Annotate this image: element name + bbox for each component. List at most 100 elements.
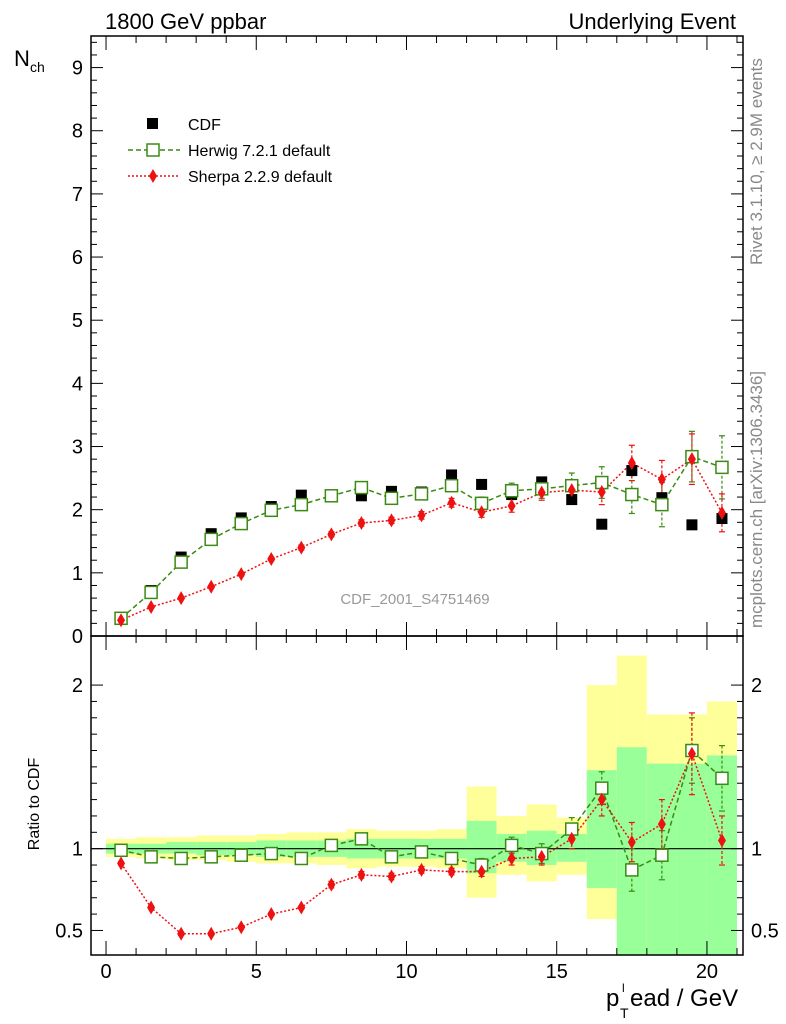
ratio-herwig-point xyxy=(294,851,309,866)
x-tick-label: 0 xyxy=(100,961,111,983)
cdf-point xyxy=(446,469,458,481)
sherpa-point xyxy=(267,551,276,566)
x-tick-label: 15 xyxy=(546,961,568,983)
y-tick-label: 3 xyxy=(72,437,83,459)
y-axis-label-lower: Ratio to CDF xyxy=(26,758,43,851)
band-inner xyxy=(706,755,737,955)
ratio-sherpa-point xyxy=(327,877,336,892)
cdf-point xyxy=(536,476,548,488)
sherpa-point xyxy=(507,498,516,513)
herwig-point xyxy=(174,555,188,569)
x-tick-label: 20 xyxy=(696,961,718,983)
svg-text:l: l xyxy=(622,981,625,995)
ratio-herwig-point xyxy=(114,843,128,858)
svg-text:T: T xyxy=(620,1005,629,1021)
header-right: Underlying Event xyxy=(568,9,736,34)
herwig-point xyxy=(264,503,279,518)
x-tick-label: 5 xyxy=(251,961,262,983)
ratio-sherpa-point xyxy=(597,792,606,807)
sherpa-point xyxy=(537,485,546,500)
y-tick-label: 2 xyxy=(72,500,83,522)
ratio-herwig-point xyxy=(324,838,339,853)
ratio-herwig-point xyxy=(715,771,729,786)
sherpa-point xyxy=(207,579,216,594)
ratio-herwig-point xyxy=(504,838,519,853)
ratio-sherpa-line xyxy=(120,751,723,935)
ratio-sherpa-point xyxy=(207,926,216,941)
header-left: 1800 GeV ppbar xyxy=(105,9,266,34)
sherpa-point xyxy=(597,485,606,499)
herwig-point xyxy=(504,483,519,498)
ratio-herwig-point xyxy=(414,845,429,859)
legend: CDF Herwig 7.2.1 default Sherpa 2.2.9 de… xyxy=(128,117,333,186)
ratio-herwig-point xyxy=(595,781,609,795)
lower-frame xyxy=(90,635,744,956)
herwig-point xyxy=(204,532,218,547)
legend-herwig-marker xyxy=(146,143,160,157)
herwig-point xyxy=(444,478,459,493)
herwig-point xyxy=(655,497,669,512)
cdf-point xyxy=(656,492,668,504)
y-tick-label: 4 xyxy=(72,373,83,395)
y-tick-label: 5 xyxy=(72,310,83,332)
cdf-point xyxy=(295,489,307,501)
svg-text:ead / GeV: ead / GeV xyxy=(630,985,738,1012)
legend-cdf-label: CDF xyxy=(188,117,221,134)
sherpa-point xyxy=(357,515,366,530)
ratio-herwig-point xyxy=(625,863,639,877)
cdf-point xyxy=(596,518,608,530)
ratio-y-tick-label: 1 xyxy=(72,839,83,861)
cdf-point xyxy=(686,519,698,531)
ratio-herwig-point xyxy=(234,848,248,862)
ratio-herwig-line xyxy=(120,749,723,871)
main-plot: 0 1 2 3 4 5 6 7 8 9 xyxy=(72,35,744,648)
y-tick-label: 9 xyxy=(72,58,83,80)
sherpa-point xyxy=(627,455,636,470)
y-tick-label: 1 xyxy=(72,563,83,585)
ratio-sherpa-point xyxy=(387,869,396,884)
cdf-point xyxy=(626,465,638,477)
ratio-sherpa-point xyxy=(237,920,246,935)
ratio-sherpa-point xyxy=(627,835,636,850)
legend-herwig-label: Herwig 7.2.1 default xyxy=(188,143,331,160)
analysis-id: CDF_2001_S4751469 xyxy=(340,591,489,608)
sherpa-point xyxy=(117,613,126,628)
herwig-point xyxy=(414,487,429,501)
ratio-sherpa-point xyxy=(417,862,426,877)
ratio-y-tick-label-right: 0.5 xyxy=(751,920,779,942)
legend-sherpa-label: Sherpa 2.2.9 default xyxy=(188,169,333,186)
herwig-point xyxy=(234,516,248,531)
sherpa-point xyxy=(717,505,726,520)
cdf-point xyxy=(355,490,367,502)
cdf-point xyxy=(385,485,397,497)
ratio-herwig-point xyxy=(204,850,218,864)
ratio-sherpa-point xyxy=(117,856,126,871)
ratio-y-tick-label: 0.5 xyxy=(55,920,83,942)
y-tick-label: 7 xyxy=(72,184,83,206)
sherpa-point xyxy=(297,540,306,555)
sherpa-point xyxy=(147,599,156,614)
sherpa-point xyxy=(687,452,696,467)
ratio-sherpa-point xyxy=(687,746,696,761)
herwig-point xyxy=(354,480,369,495)
ratio-sherpa-point xyxy=(537,849,546,864)
sherpa-point xyxy=(567,483,576,498)
y-tick-label: 8 xyxy=(72,121,83,143)
ratio-bands xyxy=(106,655,737,955)
herwig-line xyxy=(120,455,723,619)
mcplots-label: mcplots.cern.ch [arXiv:1306.3436] xyxy=(747,371,766,628)
y-axis-label-upper-sub: ch xyxy=(30,59,45,75)
sherpa-point xyxy=(327,527,336,542)
herwig-point xyxy=(715,460,729,475)
legend-sherpa-marker xyxy=(149,169,157,183)
sherpa-point xyxy=(447,495,456,510)
band-inner xyxy=(166,842,197,854)
ratio-herwig-point xyxy=(444,851,459,866)
ratio-sherpa-point xyxy=(507,851,516,866)
y-tick-label: 0 xyxy=(72,626,83,648)
ratio-herwig-point xyxy=(384,850,399,864)
ratio-sherpa-point xyxy=(477,864,486,879)
herwig-point xyxy=(294,497,309,512)
x-tick-label: 10 xyxy=(395,961,417,983)
sherpa-point xyxy=(417,508,426,523)
